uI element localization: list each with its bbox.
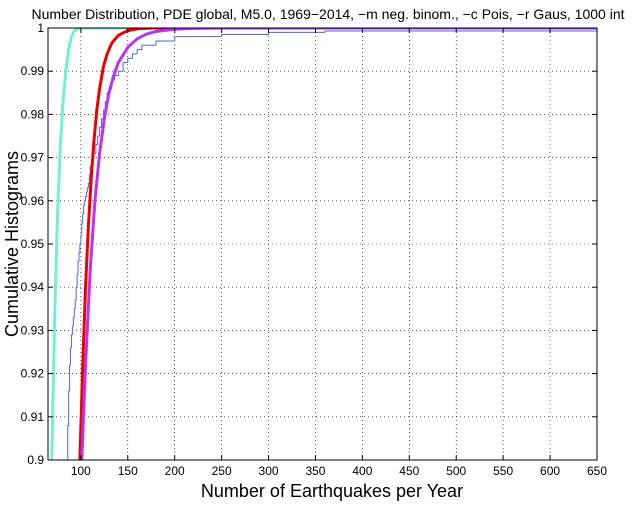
y-tick-label: 0.9 — [27, 453, 44, 467]
x-axis-title: Number of Earthquakes per Year — [201, 481, 463, 501]
y-tick-label: 0.98 — [21, 107, 45, 121]
red-curve-line — [78, 28, 597, 460]
y-tick-label: 0.93 — [21, 323, 45, 337]
x-tick-label: 500 — [446, 464, 466, 478]
y-tick-label: 0.97 — [21, 151, 45, 165]
y-tick-label: 1 — [37, 21, 44, 35]
y-tick-label: 0.94 — [21, 280, 45, 294]
poisson-curve-line — [50, 28, 597, 460]
x-tick-label: 250 — [212, 464, 232, 478]
x-tick-label: 100 — [71, 464, 91, 478]
x-tick-label: 150 — [118, 464, 138, 478]
x-tick-label: 450 — [399, 464, 419, 478]
x-tick-label: 550 — [493, 464, 513, 478]
axis-ticks — [48, 27, 598, 461]
y-tick-label: 0.99 — [21, 64, 45, 78]
y-axis-title: Cumulative Histograms — [2, 151, 22, 337]
x-tick-label: 600 — [540, 464, 560, 478]
y-tick-label: 0.96 — [21, 194, 45, 208]
x-tick-label: 400 — [352, 464, 372, 478]
y-tick-label: 0.91 — [21, 410, 45, 424]
grid-lines — [48, 28, 597, 460]
x-tick-labels: 100 150 200 250 300 350 400 450 500 550 600 650 — [71, 464, 608, 478]
y-tick-label: 0.92 — [21, 367, 45, 381]
y-tick-label: 0.95 — [21, 237, 45, 251]
y-tick-labels: 0.9 0.91 0.92 0.93 0.94 0.95 0.96 0.97 0.98 0.99 1 — [21, 21, 45, 467]
x-tick-label: 350 — [305, 464, 325, 478]
chart-title: Number Distribution, PDE global, M5.0, 1… — [32, 6, 625, 22]
x-tick-label: 200 — [165, 464, 185, 478]
x-tick-label: 300 — [259, 464, 279, 478]
x-tick-label: 650 — [587, 464, 607, 478]
